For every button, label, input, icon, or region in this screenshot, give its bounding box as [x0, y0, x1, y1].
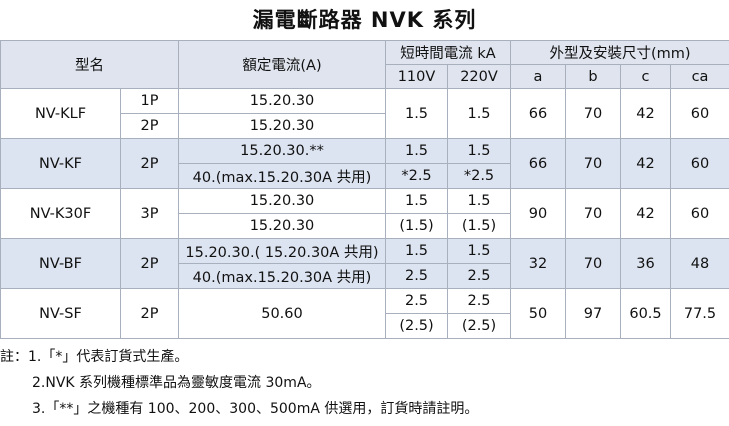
note-line: 3.「**」之機種有 100、200、300、500mA 供選用，訂貨時請註明。 — [0, 396, 478, 422]
header: b — [565, 64, 621, 89]
ka-cell: 1.5 — [385, 188, 448, 214]
ka-cell: 2.5 — [447, 288, 511, 314]
current-cell: 40.(max.15.20.30A 共用) — [178, 263, 386, 289]
dimension-cell: 66 — [510, 88, 566, 139]
note-line: 2.NVK 系列機種標準品為靈敏度電流 30mA。 — [0, 370, 478, 396]
current-cell: 40.(max.15.20.30A 共用) — [178, 163, 386, 189]
dimension-cell: 60 — [669, 88, 729, 139]
notes: 註：1.「*」代表訂貨式生產。 2.NVK 系列機種標準品為靈敏度電流 30mA。… — [0, 344, 478, 422]
dimension-cell: 70 — [565, 188, 621, 239]
header: 額定電流(A) — [178, 40, 386, 89]
ka-cell: (1.5) — [385, 213, 448, 239]
poles-cell: 2P — [120, 288, 179, 339]
dimension-cell: 48 — [669, 238, 729, 289]
model-cell: NV-KF — [0, 138, 121, 189]
poles-cell: 3P — [120, 188, 179, 239]
table-row: 2P 15.20.30 — [1, 113, 729, 139]
table-row: NV-SF 2P 50.60 2.5 2.5 50 97 60.5 77.5 — [0, 288, 729, 339]
dimension-cell: 70 — [565, 88, 621, 139]
poles-cell: 1P — [120, 88, 179, 114]
dimension-cell: 70 — [565, 238, 621, 289]
dimension-cell: 42 — [620, 188, 671, 239]
dimension-cell: 90 — [510, 188, 566, 239]
ka-cell: 1.5 — [385, 88, 448, 139]
dimension-cell: 50 — [510, 288, 566, 339]
header: 110V — [385, 64, 448, 89]
table-row: NV-KF 2P 15.20.30.** 1.5 1.5 66 70 42 60 — [0, 138, 729, 189]
dimension-cell: 97 — [565, 288, 621, 339]
title: 漏電斷路器 NVK 系列 — [252, 8, 477, 32]
ka-cell: 1.5 — [385, 138, 448, 164]
ka-cell: (1.5) — [447, 213, 511, 239]
dimension-cell: 60 — [669, 188, 729, 239]
ka-cell: 2.5 — [385, 263, 448, 289]
ka-cell: 1.5 — [447, 88, 511, 139]
dimension-cell: 36 — [620, 238, 671, 289]
model-cell: NV-KLF — [0, 88, 121, 139]
dimension-cell: 60 — [669, 138, 729, 189]
current-cell: 15.20.30.( 15.20.30A 共用) — [178, 238, 386, 264]
ka-cell: 1.5 — [447, 138, 511, 164]
header: 短時間電流 kA — [385, 40, 511, 65]
dimension-cell: 42 — [620, 88, 671, 139]
ka-cell: *2.5 — [447, 163, 511, 189]
header: 220V — [447, 64, 511, 89]
table-row: NV-KLF 1P 15.20.30 1.5 1.5 66 70 42 60 — [0, 88, 729, 139]
current-cell: 50.60 — [178, 288, 386, 339]
ka-cell: 2.5 — [447, 263, 511, 289]
dimension-cell: 66 — [510, 138, 566, 189]
table-row: NV-BF 2P 15.20.30.( 15.20.30A 共用) 1.5 1.5 32 7… — [0, 238, 729, 289]
header: a — [510, 64, 566, 89]
table-row: NV-K30F 3P 15.20.30 1.5 1.5 90 70 42 60 — [0, 188, 729, 239]
poles-cell: 2P — [120, 238, 179, 289]
note-text: 2.NVK 系列機種標準品為靈敏度電流 30mA。 — [32, 375, 321, 391]
poles-cell: 2P — [120, 138, 179, 189]
dimension-cell: 60.5 — [620, 288, 671, 339]
ka-cell: 1.5 — [385, 238, 448, 264]
table-row: (2.5) (2.5) — [1, 313, 729, 339]
spec-table: 型名 額定電流(A) 短時間電流 kA 外型及安裝尺寸(mm) 110V 220… — [0, 40, 729, 339]
header: 型名 — [0, 40, 179, 89]
dimension-cell: 77.5 — [669, 288, 729, 339]
current-cell: 15.20.30 — [178, 88, 386, 114]
dimension-cell: 32 — [510, 238, 566, 289]
note-line: 註：1.「*」代表訂貨式生產。 — [0, 344, 478, 370]
header: ca — [669, 64, 729, 89]
ka-cell: (2.5) — [385, 313, 448, 339]
note-label: 註： — [0, 349, 28, 365]
current-cell: 15.20.30 — [178, 188, 386, 214]
model-cell: NV-SF — [0, 288, 121, 339]
poles-cell: 2P — [120, 113, 179, 139]
header: 外型及安裝尺寸(mm) — [509, 40, 729, 65]
note-text: 1.「*」代表訂貨式生產。 — [28, 349, 189, 365]
table-row: 40.(max.15.20.30A 共用) *2.5 *2.5 — [1, 163, 729, 189]
table-row: 40.(max.15.20.30A 共用) 2.5 2.5 — [1, 263, 729, 289]
dimension-cell: 70 — [565, 138, 621, 189]
ka-cell: 2.5 — [385, 288, 448, 314]
current-cell: 15.20.30.** — [178, 138, 386, 164]
ka-cell: 1.5 — [447, 188, 511, 214]
table-row: 15.20.30 (1.5) (1.5) — [1, 213, 729, 239]
header: c — [620, 64, 671, 89]
current-cell: 15.20.30 — [178, 113, 386, 139]
ka-cell: 1.5 — [447, 238, 511, 264]
model-cell: NV-K30F — [0, 188, 121, 239]
note-text: 3.「**」之機種有 100、200、300、500mA 供選用，訂貨時請註明。 — [32, 401, 479, 417]
ka-cell: (2.5) — [447, 313, 511, 339]
ka-cell: *2.5 — [385, 163, 448, 189]
dimension-cell: 42 — [620, 138, 671, 189]
model-cell: NV-BF — [0, 238, 121, 289]
current-cell: 15.20.30 — [178, 213, 386, 239]
